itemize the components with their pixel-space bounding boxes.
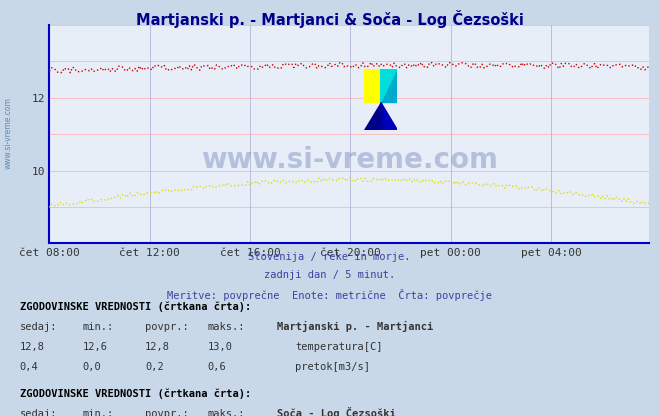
Text: 12,6: 12,6 [82,342,107,352]
Text: pretok[m3/s]: pretok[m3/s] [295,362,370,372]
Text: 0,0: 0,0 [82,362,101,372]
Polygon shape [381,69,397,102]
Text: min.:: min.: [82,409,113,416]
Text: 13,0: 13,0 [208,342,233,352]
Text: www.si-vreme.com: www.si-vreme.com [3,97,13,169]
Text: povpr.:: povpr.: [145,322,188,332]
Text: maks.:: maks.: [208,322,245,332]
Text: ZGODOVINSKE VREDNOSTI (črtkana črta):: ZGODOVINSKE VREDNOSTI (črtkana črta): [20,302,251,312]
Text: 12,8: 12,8 [145,342,170,352]
Text: temperatura[C]: temperatura[C] [295,342,383,352]
Text: sedaj:: sedaj: [20,409,57,416]
Polygon shape [381,69,397,102]
Text: sedaj:: sedaj: [20,322,57,332]
Text: www.si-vreme.com: www.si-vreme.com [201,146,498,174]
Text: Meritve: povprečne  Enote: metrične  Črta: povprečje: Meritve: povprečne Enote: metrične Črta:… [167,289,492,301]
Text: Martjanski p. - Martjanci: Martjanski p. - Martjanci [277,321,433,332]
Polygon shape [381,102,397,130]
Text: ZGODOVINSKE VREDNOSTI (črtkana črta):: ZGODOVINSKE VREDNOSTI (črtkana črta): [20,389,251,399]
Text: 0,2: 0,2 [145,362,163,372]
Text: 12,8: 12,8 [20,342,45,352]
Text: povpr.:: povpr.: [145,409,188,416]
Polygon shape [364,102,381,130]
Text: Martjanski p. - Martjanci & Soča - Log Čezsoški: Martjanski p. - Martjanci & Soča - Log Č… [136,10,523,28]
Bar [364,69,381,102]
Text: Soča - Log Čezsoški: Soča - Log Čezsoški [277,407,395,416]
Text: Slovenija / reke in morje.: Slovenija / reke in morje. [248,252,411,262]
Text: maks.:: maks.: [208,409,245,416]
Text: zadnji dan / 5 minut.: zadnji dan / 5 minut. [264,270,395,280]
Text: min.:: min.: [82,322,113,332]
Text: 0,4: 0,4 [20,362,38,372]
Text: 0,6: 0,6 [208,362,226,372]
